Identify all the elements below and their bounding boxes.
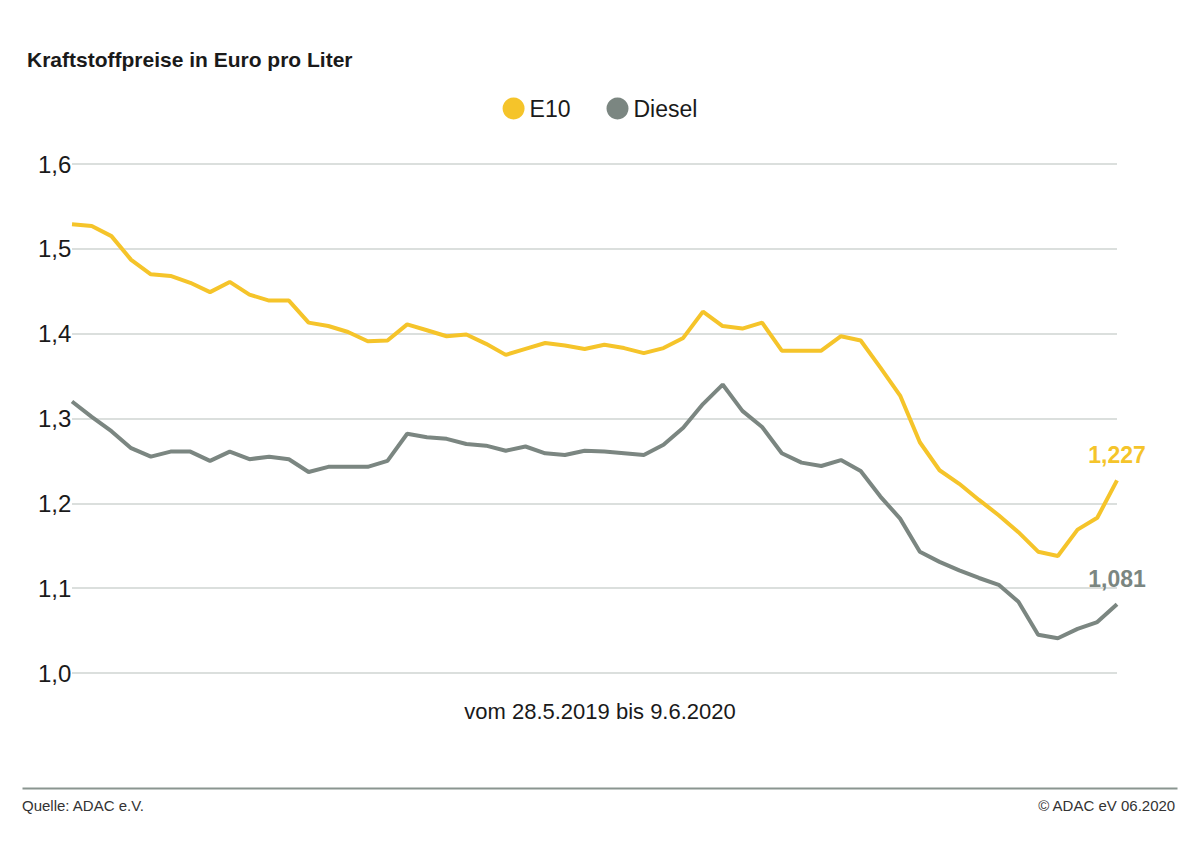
svg-text:1,6: 1,6 [38, 151, 71, 178]
svg-text:1,3: 1,3 [38, 405, 71, 432]
svg-text:© ADAC eV 06.2020: © ADAC eV 06.2020 [1038, 797, 1175, 814]
svg-text:1,081: 1,081 [1088, 566, 1146, 592]
svg-text:1,4: 1,4 [38, 320, 71, 347]
svg-text:1,0: 1,0 [38, 660, 71, 687]
svg-text:1,2: 1,2 [38, 490, 71, 517]
svg-text:1,227: 1,227 [1088, 442, 1146, 468]
svg-text:vom 28.5.2019 bis 9.6.2020: vom 28.5.2019 bis 9.6.2020 [464, 699, 736, 724]
svg-text:Diesel: Diesel [634, 96, 698, 122]
svg-text:Kraftstoffpreise in Euro pro L: Kraftstoffpreise in Euro pro Liter [27, 48, 353, 71]
svg-text:Quelle: ADAC e.V.: Quelle: ADAC e.V. [22, 797, 144, 814]
svg-text:1,1: 1,1 [38, 575, 71, 602]
svg-text:E10: E10 [530, 96, 571, 122]
svg-text:1,5: 1,5 [38, 235, 71, 262]
